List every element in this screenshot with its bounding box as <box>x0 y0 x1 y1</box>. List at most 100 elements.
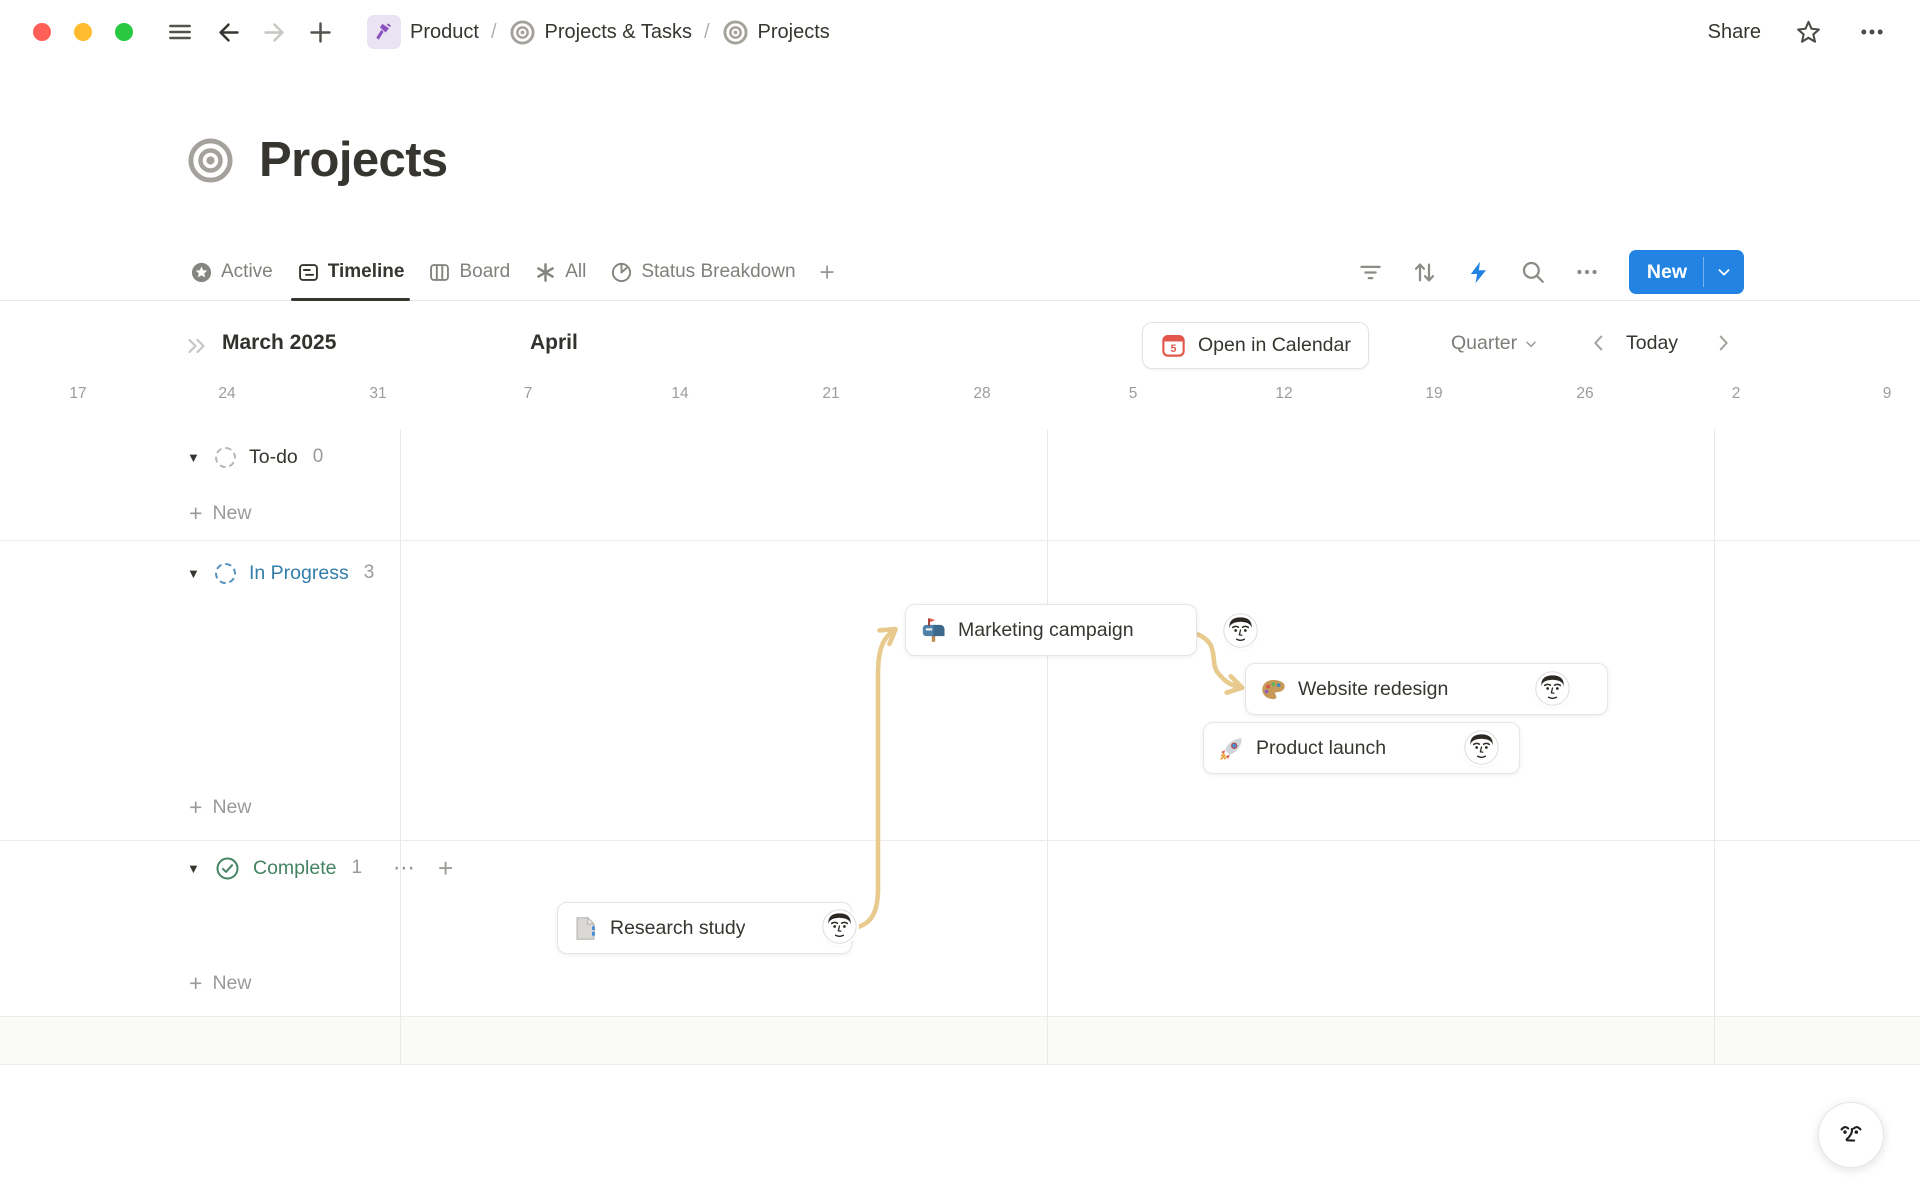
target-icon <box>188 137 233 183</box>
sidebar-menu-icon[interactable] <box>163 15 197 49</box>
breadcrumb-label: Product <box>410 20 479 43</box>
tab-label: Board <box>459 261 511 282</box>
target-icon <box>722 19 748 45</box>
tab-label: All <box>565 261 587 282</box>
scroll-months-icon[interactable] <box>185 334 212 363</box>
breadcrumb-item-projects[interactable]: Projects <box>722 19 830 46</box>
page-title[interactable]: Projects <box>259 133 448 187</box>
new-label: New <box>212 971 252 994</box>
tab-all[interactable]: All <box>522 244 598 300</box>
group-name[interactable]: In Progress <box>249 561 349 584</box>
palette-icon <box>1262 679 1285 699</box>
date-label: 19 <box>1425 385 1443 402</box>
timeline-card-marketing-campaign[interactable]: Marketing campaign <box>905 604 1197 656</box>
month-boundary-line <box>400 429 401 1065</box>
month-label-secondary: April <box>530 331 578 354</box>
plus-icon: + <box>189 499 203 526</box>
group-name[interactable]: Complete <box>253 856 337 879</box>
titlebar-actions: Share <box>1708 15 1889 49</box>
new-item-row-complete[interactable]: + New <box>189 965 251 1001</box>
month-boundary-line <box>1047 429 1048 1065</box>
breadcrumb-label: Projects & Tasks <box>544 20 692 43</box>
tab-label: Timeline <box>327 261 405 282</box>
status-circle-icon <box>215 446 236 468</box>
timeline-bottom-strip <box>0 1016 1920 1065</box>
more-options-icon[interactable] <box>1855 15 1889 49</box>
today-button[interactable]: Today <box>1626 332 1679 354</box>
breadcrumb-item-product[interactable]: Product <box>367 15 479 49</box>
connector-research-to-marketing <box>850 631 893 931</box>
timeline-date-scale: 17 24 31 7 14 21 28 5 12 19 26 2 9 <box>0 385 1920 413</box>
date-label: 26 <box>1576 385 1594 402</box>
share-button[interactable]: Share <box>1707 20 1761 43</box>
chevron-down-icon <box>1526 340 1536 347</box>
month-label-primary: March 2025 <box>222 331 337 354</box>
window-minimize-button[interactable] <box>74 23 92 41</box>
card-title: Product launch <box>1256 736 1387 759</box>
new-item-row-in-progress[interactable]: + New <box>189 789 251 825</box>
svg-text:5: 5 <box>1171 343 1177 355</box>
new-button-label[interactable]: New <box>1646 260 1687 283</box>
breadcrumb-label: Projects <box>757 20 830 43</box>
forward-icon[interactable] <box>257 15 291 49</box>
zoom-level-select[interactable]: Quarter <box>1451 332 1538 355</box>
add-view-icon[interactable]: + <box>819 256 835 287</box>
group-add-icon[interactable]: + <box>438 853 454 883</box>
notion-faces-button[interactable] <box>1818 1102 1884 1168</box>
tab-label: Active <box>221 261 273 282</box>
board-view-icon <box>430 263 450 281</box>
timeline-card-research-study[interactable]: Research study <box>557 902 852 954</box>
window-zoom-button[interactable] <box>115 23 133 41</box>
sort-icon[interactable] <box>1405 254 1445 290</box>
assignee-avatar <box>1223 613 1258 648</box>
tab-label: Status Breakdown <box>641 261 796 282</box>
search-icon[interactable] <box>1513 254 1553 290</box>
new-item-row-todo[interactable]: + New <box>189 495 251 531</box>
group-name[interactable]: To-do <box>249 445 298 468</box>
new-button[interactable]: New <box>1628 250 1744 294</box>
window-titlebar: Product / Projects & Tasks / Projects Sh… <box>0 0 1920 64</box>
view-more-icon[interactable] <box>1567 254 1607 290</box>
filter-icon[interactable] <box>1351 254 1391 290</box>
next-period-icon[interactable] <box>1712 330 1734 356</box>
timeline-view-icon <box>298 263 318 281</box>
breadcrumb-separator: / <box>490 20 497 43</box>
new-button-divider <box>1703 257 1704 287</box>
prev-period-icon[interactable] <box>1588 330 1610 356</box>
favorite-star-icon[interactable] <box>1791 15 1825 49</box>
group-separator-line <box>0 1016 1920 1017</box>
new-label: New <box>212 501 252 524</box>
breadcrumb-separator: / <box>703 20 710 43</box>
tab-timeline[interactable]: Timeline <box>285 244 417 301</box>
collapse-triangle-icon[interactable]: ▼ <box>187 565 200 581</box>
collapse-triangle-icon[interactable]: ▼ <box>187 449 200 465</box>
zoom-level-value: Quarter <box>1451 332 1518 354</box>
group-separator-line <box>0 540 1920 541</box>
lightning-icon[interactable] <box>1459 254 1499 290</box>
window-close-button[interactable] <box>33 23 51 41</box>
page-header: Projects <box>186 132 448 188</box>
collapse-triangle-icon[interactable]: ▼ <box>187 860 200 876</box>
new-tab-icon[interactable] <box>303 15 337 49</box>
date-label: 28 <box>973 385 991 402</box>
target-icon <box>509 19 535 45</box>
back-icon[interactable] <box>211 15 245 49</box>
date-label: 24 <box>218 385 236 402</box>
tab-board[interactable]: Board <box>416 244 522 300</box>
group-count: 1 <box>351 857 363 878</box>
plus-icon: + <box>189 793 203 820</box>
tab-status-breakdown[interactable]: Status Breakdown <box>598 244 807 300</box>
chevron-down-icon[interactable] <box>1704 250 1744 294</box>
window-controls <box>33 23 133 41</box>
view-tabs: Active Timeline Board All Status Breakdo… <box>178 244 847 301</box>
tab-active[interactable]: Active <box>178 244 285 300</box>
open-in-calendar-button[interactable]: 5 Open in Calendar <box>1142 322 1369 369</box>
rocket-icon <box>1220 737 1242 760</box>
star-circle-icon <box>191 262 212 282</box>
group-more-icon[interactable]: ⋯ <box>393 855 416 880</box>
breadcrumb-item-projects-tasks[interactable]: Projects & Tasks <box>509 19 692 46</box>
open-in-calendar-label: Open in Calendar <box>1198 334 1351 356</box>
gavel-icon <box>367 15 401 49</box>
check-circle-icon <box>216 857 239 879</box>
date-label: 5 <box>1128 385 1138 402</box>
